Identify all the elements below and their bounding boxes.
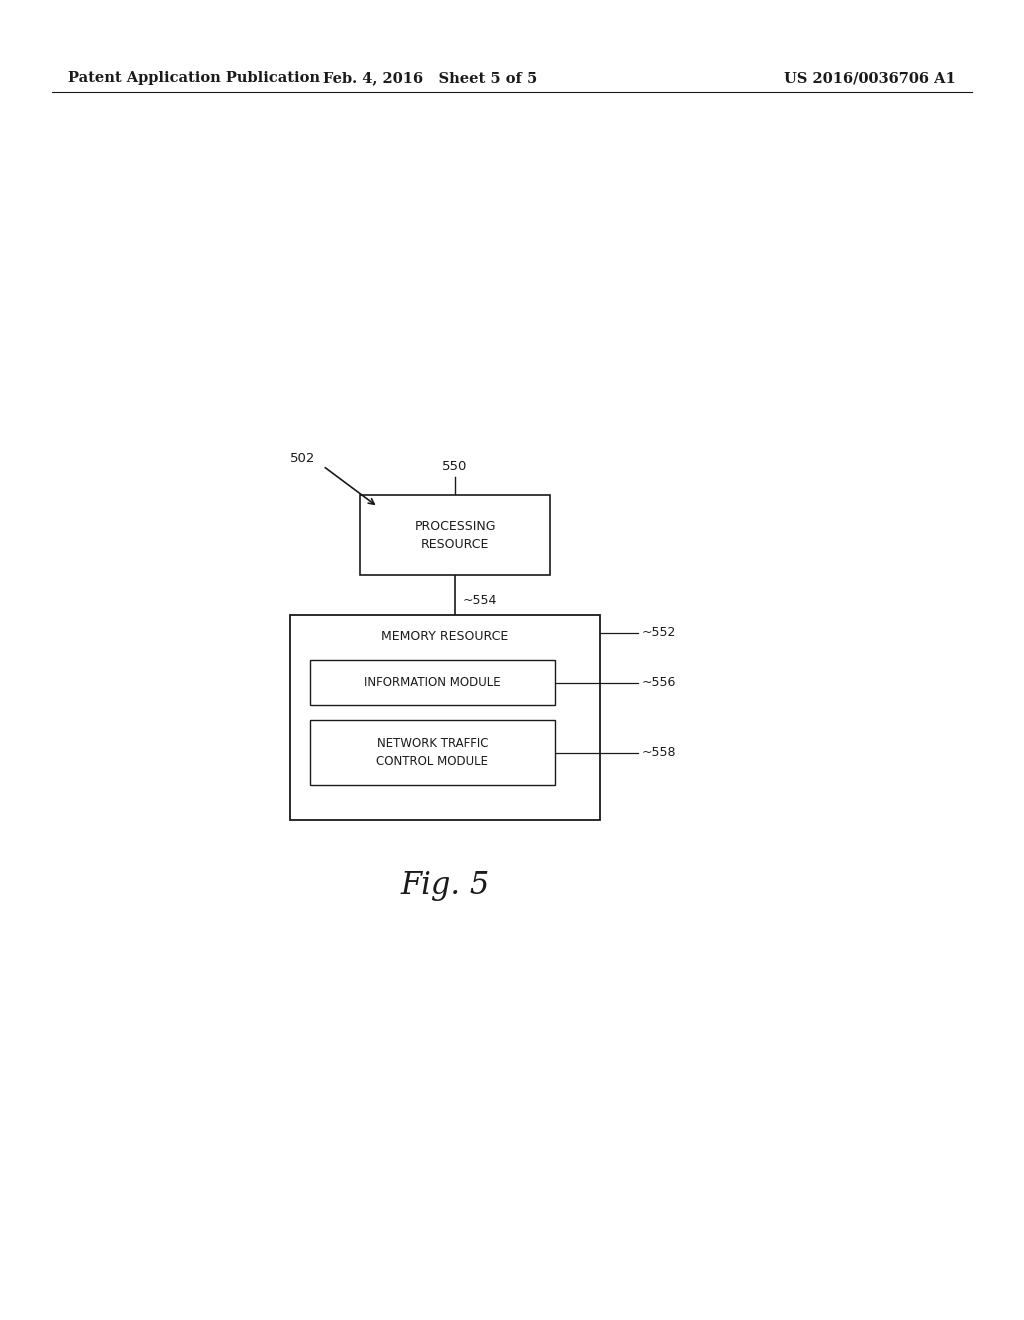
Bar — [360, 495, 550, 576]
Text: Patent Application Publication: Patent Application Publication — [68, 71, 319, 84]
Bar — [310, 660, 555, 705]
Text: 550: 550 — [442, 459, 468, 473]
Text: ~554: ~554 — [463, 594, 498, 607]
Bar — [310, 719, 555, 785]
Text: ~556: ~556 — [642, 676, 677, 689]
Text: INFORMATION MODULE: INFORMATION MODULE — [365, 676, 501, 689]
Text: Feb. 4, 2016   Sheet 5 of 5: Feb. 4, 2016 Sheet 5 of 5 — [323, 71, 538, 84]
Text: ~552: ~552 — [642, 627, 677, 639]
Text: 502: 502 — [290, 451, 315, 465]
Text: US 2016/0036706 A1: US 2016/0036706 A1 — [784, 71, 955, 84]
Text: ~558: ~558 — [642, 746, 677, 759]
Text: Fig. 5: Fig. 5 — [400, 870, 489, 902]
Text: PROCESSING
RESOURCE: PROCESSING RESOURCE — [415, 520, 496, 550]
Text: NETWORK TRAFFIC
CONTROL MODULE: NETWORK TRAFFIC CONTROL MODULE — [377, 737, 488, 768]
Bar — [290, 615, 600, 820]
Text: MEMORY RESOURCE: MEMORY RESOURCE — [381, 631, 509, 644]
